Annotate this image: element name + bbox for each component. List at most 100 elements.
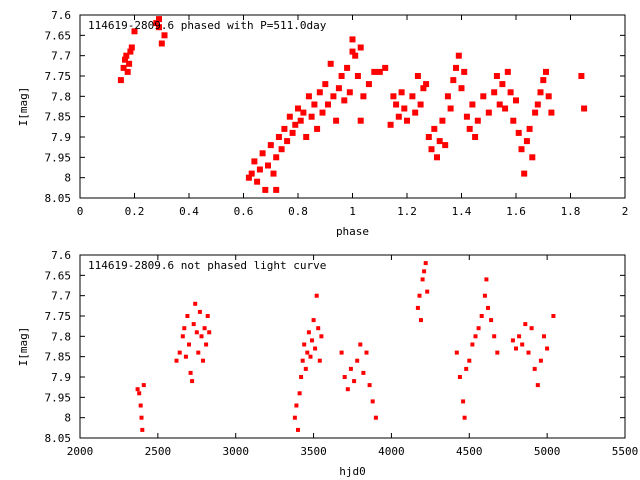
y-tick-label: 7.85 (45, 111, 72, 124)
data-point (302, 342, 307, 347)
data-point (316, 326, 321, 331)
data-point (344, 64, 351, 71)
data-point (161, 32, 168, 39)
y-tick-label: 7.95 (45, 151, 72, 164)
y-tick-label: 7.65 (45, 269, 72, 282)
data-point (346, 89, 353, 96)
x-tick-label: 4000 (378, 445, 405, 458)
data-point (390, 93, 397, 100)
data-point (349, 36, 356, 43)
data-point (462, 415, 467, 420)
data-point (431, 125, 438, 132)
x-tick-label: 0 (77, 205, 84, 218)
data-point (303, 134, 310, 140)
data-point (245, 174, 252, 181)
data-point (455, 52, 462, 59)
data-point (473, 334, 478, 339)
data-point (447, 105, 454, 112)
data-point (317, 358, 322, 363)
y-tick-label: 7.75 (45, 70, 72, 83)
data-point (373, 415, 378, 420)
data-point (190, 379, 195, 384)
data-point (262, 186, 269, 193)
data-point (127, 48, 134, 55)
x-axis-label: phase (336, 225, 369, 238)
data-point (117, 77, 124, 84)
data-point (300, 109, 307, 116)
data-point (299, 375, 304, 379)
data-point (499, 81, 506, 88)
data-point (510, 117, 517, 124)
data-point (341, 97, 348, 104)
x-tick-label: 2 (622, 205, 629, 218)
data-point (439, 117, 446, 124)
data-point (425, 289, 430, 294)
data-point (311, 318, 316, 323)
data-point (461, 399, 466, 404)
data-point (537, 89, 544, 96)
data-point (273, 186, 280, 193)
data-point (187, 342, 191, 347)
data-point (267, 142, 274, 149)
data-point (491, 89, 498, 96)
data-point (467, 358, 472, 363)
data-point (428, 146, 435, 153)
data-point (479, 314, 484, 318)
data-point (137, 391, 142, 396)
data-point (296, 427, 300, 432)
data-point (297, 391, 302, 396)
data-point (492, 334, 497, 339)
data-point (259, 150, 266, 157)
data-point (311, 101, 318, 108)
data-point (360, 93, 367, 100)
data-point (404, 117, 410, 124)
data-point (393, 101, 400, 108)
y-tick-label: 7.9 (51, 371, 71, 384)
data-point (510, 338, 515, 343)
data-point (470, 342, 475, 347)
data-point (138, 403, 143, 408)
data-point (156, 24, 162, 31)
data-point (306, 330, 311, 335)
data-point (319, 109, 326, 116)
data-point (535, 383, 540, 388)
data-point (204, 342, 209, 347)
data-point (140, 427, 145, 432)
data-point (538, 358, 543, 363)
raw-light-curve-panel: 2000 2500 3000 3500 4000 4500 5000 5500 7.6 7.65 7… (17, 249, 638, 478)
data-point (515, 129, 522, 136)
chart-title: 114619-2809.6 not phased light curve (88, 259, 326, 272)
data-point (314, 293, 319, 298)
data-point (526, 125, 533, 132)
data-point (316, 89, 323, 96)
data-point (476, 326, 481, 331)
data-point (310, 338, 314, 343)
data-point (284, 138, 291, 145)
data-point (305, 93, 312, 100)
data-point (354, 73, 361, 79)
data-point (417, 293, 422, 298)
plot-frame (79, 254, 626, 439)
data-point (454, 350, 459, 355)
data-point (183, 354, 188, 359)
y-tick-label: 7.6 (51, 249, 71, 262)
y-tick-label: 7.9 (51, 131, 71, 144)
data-point (529, 154, 536, 161)
data-point (532, 109, 539, 116)
data-point (518, 146, 525, 153)
data-point (412, 109, 419, 116)
data-point (352, 52, 359, 59)
data-point (526, 350, 531, 355)
data-point (325, 101, 331, 108)
data-point (543, 68, 549, 75)
data-point (182, 326, 187, 331)
y-tick-label: 7.65 (45, 29, 72, 42)
data-point (201, 358, 205, 363)
data-point (514, 346, 518, 351)
data-point (376, 68, 383, 75)
data-point (352, 379, 357, 384)
data-point (265, 162, 271, 169)
data-point (158, 40, 165, 47)
data-point (420, 277, 425, 282)
data-point (521, 170, 528, 177)
